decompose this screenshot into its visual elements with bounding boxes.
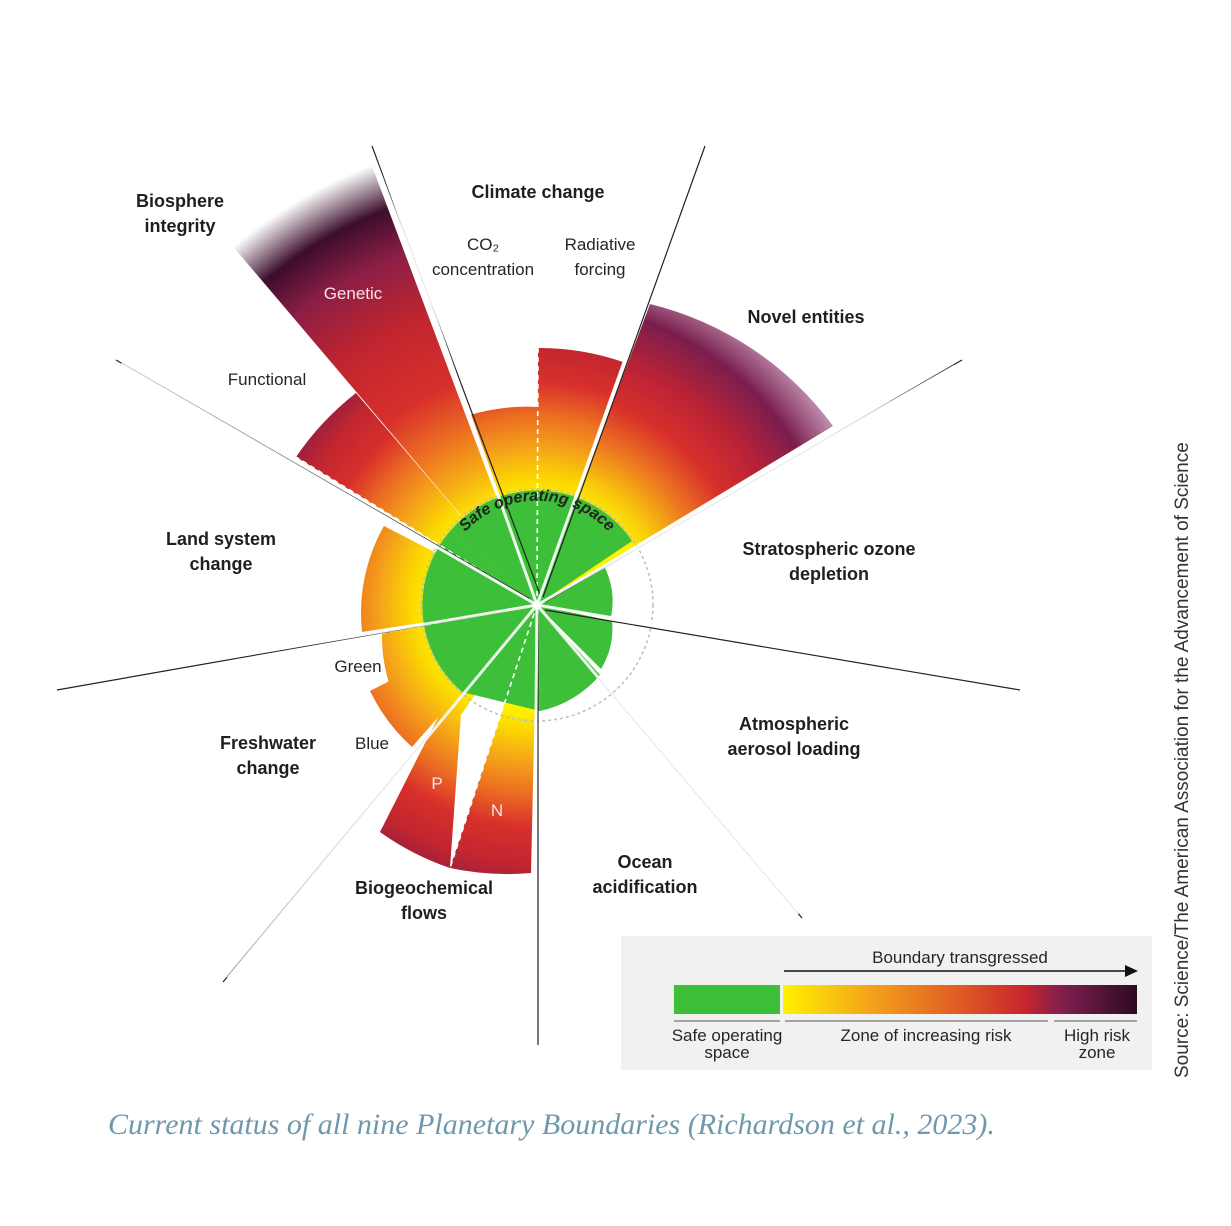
label-climate-change: Climate change — [471, 182, 604, 202]
label-ocean-2: acidification — [592, 877, 697, 897]
label-genetic: Genetic — [324, 284, 383, 303]
label-green: Green — [334, 657, 381, 676]
legend-risk-swatch — [783, 985, 1137, 1014]
label-co2-1: CO₂ — [467, 235, 499, 254]
label-aerosol-1: Atmospheric — [739, 714, 849, 734]
label-ozone-1: Stratospheric ozone — [742, 539, 915, 559]
legend: Boundary transgressed Safe operating spa… — [621, 936, 1152, 1070]
label-biogeo-2: flows — [401, 903, 447, 923]
label-biosphere-2: integrity — [144, 216, 215, 236]
label-freshwater-1: Freshwater — [220, 733, 316, 753]
label-n: N — [491, 801, 503, 820]
label-rf-2: forcing — [574, 260, 625, 279]
label-ocean-1: Ocean — [617, 852, 672, 872]
legend-safe-2: space — [704, 1043, 749, 1062]
label-freshwater-2: change — [236, 758, 299, 778]
label-ozone-2: depletion — [789, 564, 869, 584]
planetary-boundaries-diagram: Safe operating space Climate change CO₂ … — [0, 0, 1231, 1226]
label-land-1: Land system — [166, 529, 276, 549]
label-rf-1: Radiative — [565, 235, 636, 254]
label-biosphere-1: Biosphere — [136, 191, 224, 211]
label-p: P — [431, 774, 442, 793]
legend-arrow-label: Boundary transgressed — [872, 948, 1048, 967]
label-blue: Blue — [355, 734, 389, 753]
label-land-2: change — [189, 554, 252, 574]
label-aerosol-2: aerosol loading — [727, 739, 860, 759]
label-novel-entities: Novel entities — [747, 307, 864, 327]
label-functional: Functional — [228, 370, 306, 389]
legend-zone: Zone of increasing risk — [840, 1026, 1012, 1045]
source-credit: Source: Science/The American Association… — [1172, 442, 1193, 1078]
legend-high-2: zone — [1079, 1043, 1116, 1062]
legend-safe-swatch — [674, 985, 780, 1014]
figure-caption: Current status of all nine Planetary Bou… — [108, 1108, 995, 1141]
label-biogeo-1: Biogeochemical — [355, 878, 493, 898]
label-co2-2: concentration — [432, 260, 534, 279]
